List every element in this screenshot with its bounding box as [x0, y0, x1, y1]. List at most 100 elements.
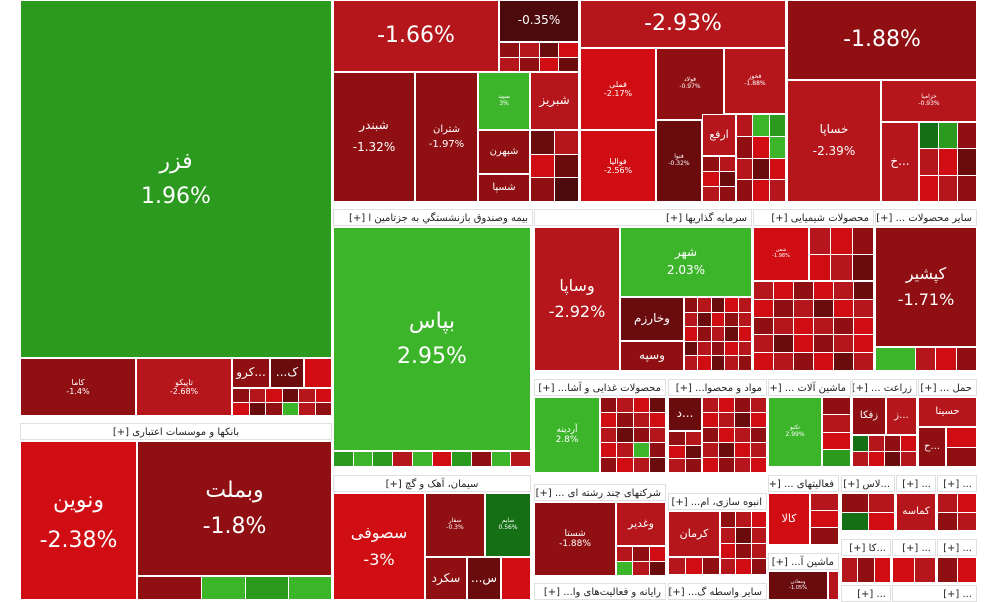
tile-z[interactable]: ز... — [886, 397, 917, 435]
tiles-cluster — [668, 431, 702, 473]
sector-header-zeraat[interactable]: زراعت ... [+] — [852, 379, 917, 396]
sector-header-chand-reshte[interactable]: شرکتهای چند رشته ای ... [+] — [534, 484, 666, 501]
tiles-cluster — [937, 557, 977, 583]
tiles-cluster — [137, 576, 332, 600]
tile-vebmelat[interactable]: وبملت -1.8% — [137, 441, 332, 576]
tile-hesina[interactable]: حسینا — [918, 397, 977, 427]
tiles-cluster — [937, 493, 977, 531]
tile-shebahran[interactable]: شبهرن — [478, 130, 530, 174]
sector-header-bimeh[interactable]: بیمه وصندوق بازنشستگي به جزتامین ا [+] — [333, 209, 533, 226]
sector-header-small-1[interactable]: ... [+] — [896, 475, 936, 492]
tile-kamase[interactable]: کماسه — [896, 493, 936, 531]
tile-machin-small[interactable]: ومعادن -1.05% — [768, 571, 828, 600]
tile-kala[interactable]: کالا — [768, 493, 810, 545]
tile-kashir[interactable]: کپشیر -1.71% — [875, 227, 977, 347]
tile-vkharzam[interactable]: وخارزم — [620, 297, 684, 341]
tile-kerman[interactable]: کرمان — [668, 511, 720, 557]
tile-sofi[interactable]: سصوفی -3% — [333, 493, 425, 600]
sector-header-vasete[interactable]: سایر واسطه گ... [+] — [668, 583, 767, 600]
tile-takno[interactable]: تکنو 2.99% — [768, 397, 822, 467]
tile-shesapa[interactable]: شسپا — [478, 174, 530, 202]
tile-small[interactable] — [828, 571, 839, 600]
tiles-cluster — [919, 122, 977, 202]
sector-header-shimiai[interactable]: محصولات شیمیایی [+] — [753, 209, 874, 226]
tile-shetran[interactable]: شتران -1.97% — [415, 72, 478, 202]
tile-dd[interactable]: د... — [668, 397, 702, 431]
tile-zafka[interactable]: زفکا — [852, 397, 886, 435]
tiles-cluster — [702, 156, 736, 202]
tile-small[interactable] — [304, 358, 332, 388]
sector-header-haml[interactable]: حمل ... [+] — [918, 379, 977, 396]
tile-vghadir[interactable]: وغدیر — [616, 502, 666, 546]
tiles-cluster — [232, 388, 332, 416]
tile-sekord[interactable]: سکرد — [425, 557, 467, 600]
tile-arfa[interactable]: ارفع — [702, 114, 736, 156]
tile-h[interactable]: ح... — [918, 427, 946, 467]
tile-k[interactable]: ...ک — [270, 358, 304, 388]
tile-fameli-b[interactable]: فوالیا -2.56% — [580, 130, 656, 202]
tile-kh[interactable]: خ... — [881, 122, 919, 202]
sector-header-small-2[interactable]: ... [+] — [937, 475, 977, 492]
tile-fameli[interactable]: فملی -2.17% — [580, 48, 656, 130]
tiles-cluster — [530, 130, 579, 202]
sector-header-machin-a[interactable]: ماشین آ... [+] — [768, 553, 839, 570]
tile-ardineh[interactable]: آردینه 2.8% — [534, 397, 600, 473]
tiles-cluster — [892, 557, 936, 583]
tile-a[interactable]: -1.66% — [333, 0, 499, 72]
tile-d[interactable]: -1.88% — [787, 0, 977, 80]
tile-fakhoz[interactable]: فخوز -1.88% — [724, 48, 786, 114]
tile-shahr[interactable]: شهر 2.03% — [620, 227, 752, 297]
tiles-cluster — [333, 451, 531, 467]
tile-shetran-small[interactable]: سپید 3% — [478, 72, 530, 130]
tiles-cluster — [810, 493, 839, 545]
tile-seman-1[interactable]: سفار -0.3% — [425, 493, 485, 557]
tiles-cluster — [875, 347, 977, 371]
tile-khzamia[interactable]: خزامیا -0.93% — [881, 80, 977, 122]
tile-sx[interactable]: ...س — [467, 557, 501, 600]
tile-kama[interactable]: کاما -1.4% — [20, 358, 136, 416]
sector-header-machinalat[interactable]: ماشین آلات ... [+] — [768, 379, 851, 396]
tiles-cluster — [720, 511, 767, 575]
sector-header-faaliat[interactable]: فعالیتهای ... [+] — [768, 475, 839, 492]
sector-header-siman[interactable]: سیمان، آهک و گچ [+] — [333, 475, 531, 492]
tile-small-neg[interactable]: فنوا -0.32% — [656, 120, 702, 202]
sector-header-las[interactable]: ...لاس [+] — [841, 475, 895, 492]
tile-shimi-small[interactable]: شفن -1.98% — [753, 227, 809, 281]
tiles-cluster — [946, 427, 977, 467]
sector-header-small-4[interactable]: ... [+] — [937, 539, 977, 556]
tile-vesapa[interactable]: وساپا -2.92% — [534, 227, 620, 371]
sector-header-small-5[interactable]: ... [+] — [841, 585, 891, 602]
tiles-cluster — [841, 557, 891, 583]
sector-header-ghaza[interactable]: محصولات غذایی و آشا... [+] — [534, 379, 666, 396]
sector-header-sarmayeh[interactable]: سرمایه گذاریها [+] — [534, 209, 752, 226]
tiles-cluster — [600, 397, 666, 473]
tile-foolad[interactable]: فولاد -0.97% — [656, 48, 724, 120]
tile-fazr[interactable]: فزر 1.96% — [20, 0, 332, 358]
tile-bepas[interactable]: بپاس 2.95% — [333, 227, 531, 451]
sector-header-anbuh[interactable]: انبوه سازی، ام... [+] — [668, 493, 767, 510]
tiles-cluster — [616, 546, 666, 576]
tiles-cluster — [753, 281, 874, 371]
tiles-cluster — [852, 435, 917, 467]
tile-khesapa[interactable]: خساپا -2.39% — [787, 80, 881, 202]
sector-header-mavad[interactable]: مواد و محصوا... [+] — [668, 379, 767, 396]
tile-seman-2[interactable]: سایم 0.56% — [485, 493, 531, 557]
sector-header-rayaneh[interactable]: رایانه و فعالیت‌های وا... [+] — [534, 583, 666, 600]
tile-vsepah[interactable]: وسپه — [620, 341, 684, 371]
tile-b[interactable]: -0.35% — [499, 0, 579, 42]
sector-header-sayer[interactable]: سایر محصولات ... [+] — [875, 209, 977, 226]
tile-kro[interactable]: کرو... — [232, 358, 270, 388]
tiles-cluster — [684, 297, 752, 371]
sector-header-ka[interactable]: ...کا [+] — [841, 539, 891, 556]
tiles-cluster — [809, 227, 874, 281]
sector-header-small-6[interactable]: ... [+] — [892, 585, 977, 602]
tile-shabandar[interactable]: شبندر -1.32% — [333, 72, 415, 202]
tile-c[interactable]: -2.93% — [580, 0, 786, 48]
tile-shesta[interactable]: شستا -1.88% — [534, 502, 616, 576]
tile-tapiko[interactable]: تاپیکو -2.68% — [136, 358, 232, 416]
tile-shabriz[interactable]: شبریز — [530, 72, 579, 130]
sector-header-banks[interactable]: بانکها و موسسات اعتباری [+] — [20, 423, 332, 440]
tile-small[interactable] — [501, 557, 531, 600]
sector-header-small-3[interactable]: ... [+] — [892, 539, 936, 556]
tile-vnovin[interactable]: ونوین -2.38% — [20, 441, 137, 600]
